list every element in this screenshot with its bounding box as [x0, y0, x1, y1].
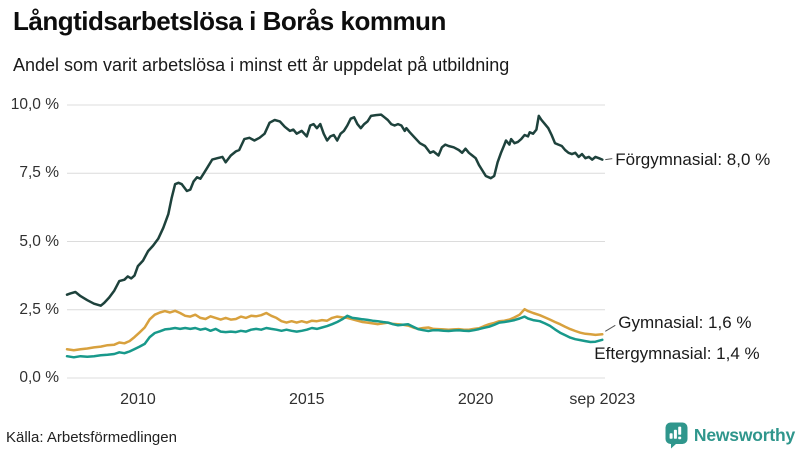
- newsworthy-logo-icon: [665, 422, 688, 448]
- series-end-label-gymnasial: Gymnasial: 1,6 %: [618, 313, 752, 333]
- x-axis-tick-2015: 2015: [288, 391, 325, 408]
- y-axis-tick-10: 10,0 %: [10, 96, 59, 113]
- y-axis-tick-7-5: 7,5 %: [19, 164, 59, 182]
- newsworthy-wordmark: Newsworthy: [693, 424, 795, 445]
- page-title: Långtidsarbetslösa i Borås kommun: [13, 6, 446, 36]
- y-axis-tick-0: 0,0 %: [19, 369, 59, 386]
- series-lines: [65, 113, 604, 359]
- x-axis-tick-2020: 2020: [457, 391, 494, 408]
- label-connectors: [605, 158, 616, 332]
- gridlines: [67, 104, 605, 379]
- y-axis-tick-5: 5,0 %: [19, 232, 59, 250]
- x-axis-tick-sep-2023: sep 2023: [569, 391, 636, 408]
- series-end-label-eftergymnasial: Eftergymnasial: 1,4 %: [594, 343, 760, 363]
- source-note: Källa: Arbetsförmedlingen: [6, 429, 177, 446]
- newsworthy-logo: Newsworthy: [665, 422, 795, 448]
- y-axis-tick-2-5: 2,5 %: [19, 300, 59, 318]
- page-subtitle: Andel som varit arbetslösa i minst ett å…: [13, 55, 510, 75]
- x-axis-tick-2010: 2010: [120, 391, 156, 408]
- series-end-label-forgymnasial: Förgymnasial: 8,0 %: [615, 149, 771, 169]
